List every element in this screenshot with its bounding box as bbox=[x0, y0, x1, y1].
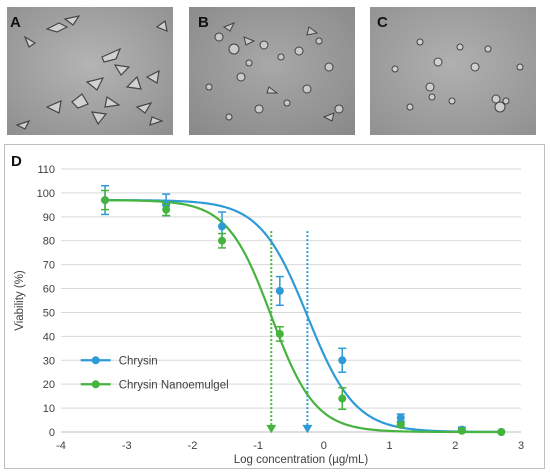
data-point-chrysin-nanoemulgel bbox=[218, 236, 226, 245]
y-tick-label: 40 bbox=[43, 331, 55, 343]
data-points bbox=[101, 184, 506, 436]
micrograph-a bbox=[7, 7, 173, 135]
fit-curves bbox=[105, 199, 502, 434]
panel-a-label: A bbox=[10, 14, 21, 31]
x-axis-title: Log concentration (µg/mL) bbox=[234, 454, 369, 466]
panel-c-label: C bbox=[377, 14, 388, 31]
y-tick-label: 10 bbox=[43, 403, 55, 415]
panel-b-label: B bbox=[198, 14, 209, 31]
micrograph-c bbox=[370, 7, 536, 135]
axis-ticks: 0 10 20 30 40 50 60 70 80 90 100 110 -4 -3 -2 -1 0 1 2 3 bbox=[37, 164, 524, 452]
x-tick-label: 0 bbox=[321, 440, 327, 452]
y-tick-label: 0 bbox=[49, 427, 55, 439]
legend-label: Chrysin bbox=[119, 355, 158, 367]
grid-lines bbox=[61, 168, 521, 433]
y-tick-label: 80 bbox=[43, 236, 55, 248]
data-point-chrysin bbox=[396, 413, 405, 422]
micrograph-b-image bbox=[189, 7, 355, 135]
legend: Chrysin Chrysin Nanoemulgel bbox=[80, 355, 229, 391]
y-tick-label: 100 bbox=[37, 188, 55, 200]
ic50-marker-arrow bbox=[302, 424, 313, 434]
ic50-markers bbox=[266, 231, 313, 434]
micrograph-b bbox=[189, 7, 355, 135]
x-tick-label: 1 bbox=[387, 440, 393, 452]
data-point-chrysin bbox=[275, 286, 284, 295]
data-point-chrysin-nanoemulgel bbox=[162, 205, 171, 214]
legend-swatch-marker bbox=[91, 356, 100, 365]
x-tick-label: -1 bbox=[253, 440, 263, 452]
data-point-chrysin-nanoemulgel bbox=[497, 428, 506, 436]
viability-chart-panel: D 0 10 20 30 40 50 60 70 80 90 100 110 -4 -3 -2 -1 0 1 2 3 … bbox=[4, 144, 545, 469]
fit-curve-chrysin-nanoemulgel bbox=[105, 199, 502, 434]
x-tick-label: 3 bbox=[518, 440, 524, 452]
legend-label: Chrysin Nanoemulgel bbox=[119, 379, 229, 391]
micrograph-a-image bbox=[7, 7, 173, 135]
data-point-chrysin-nanoemulgel bbox=[101, 196, 110, 205]
data-point-chrysin bbox=[218, 222, 226, 231]
x-tick-label: -2 bbox=[188, 440, 198, 452]
ic50-marker-arrow bbox=[266, 424, 277, 434]
y-axis-title: Viability (%) bbox=[14, 270, 26, 331]
y-tick-label: 90 bbox=[43, 212, 55, 224]
y-tick-label: 50 bbox=[43, 307, 55, 319]
data-point-chrysin-nanoemulgel bbox=[396, 420, 405, 429]
micrograph-c-image bbox=[370, 7, 536, 135]
panel-d-label: D bbox=[11, 153, 22, 170]
data-point-chrysin-nanoemulgel bbox=[275, 329, 284, 338]
y-tick-label: 30 bbox=[43, 355, 55, 367]
data-point-chrysin bbox=[338, 356, 347, 365]
y-tick-label: 110 bbox=[37, 164, 55, 176]
y-tick-label: 70 bbox=[43, 260, 55, 272]
y-tick-label: 20 bbox=[43, 379, 55, 391]
x-tick-label: -4 bbox=[56, 440, 66, 452]
data-point-chrysin-nanoemulgel bbox=[338, 394, 347, 403]
x-tick-label: -3 bbox=[122, 440, 132, 452]
x-tick-label: 2 bbox=[452, 440, 458, 452]
fit-curve-chrysin bbox=[105, 199, 502, 434]
legend-swatch-marker bbox=[91, 380, 100, 389]
data-point-chrysin-nanoemulgel bbox=[457, 426, 466, 435]
y-tick-label: 60 bbox=[43, 284, 55, 296]
